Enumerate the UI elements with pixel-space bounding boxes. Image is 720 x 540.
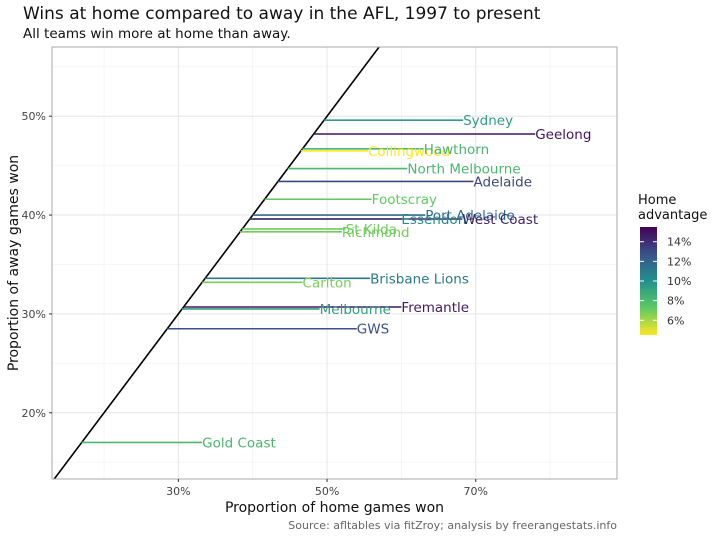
chart-title: Wins at home compared to away in the AFL… — [23, 4, 541, 24]
y-axis-label: Proportion of away games won — [6, 155, 22, 371]
team-label: Footscray — [372, 192, 437, 208]
y-tick-label: 30% — [22, 308, 46, 321]
axes-layer: 30% 50% 70% 20% 30% 40% 50% Proportion of home … — [6, 46, 618, 516]
y-tick-label: 40% — [22, 209, 46, 222]
legend-tick-label: 6% — [667, 314, 684, 327]
x-axis-label: Proportion of home games won — [225, 500, 444, 516]
team-label: Gold Coast — [202, 435, 276, 451]
team-label: North Melbourne — [407, 162, 520, 178]
team-label: Adelaide — [474, 174, 533, 190]
panel-border — [51, 46, 618, 480]
team-label: Hawthorn — [424, 142, 489, 158]
x-tick-label: 50% — [315, 485, 339, 498]
grid-layer — [52, 47, 617, 479]
legend-color-bar — [640, 227, 657, 335]
team-label: Melbourne — [320, 302, 391, 318]
team-label: West Coast — [462, 212, 538, 228]
reference-line-layer — [53, 47, 381, 479]
team-label: Geelong — [535, 127, 591, 143]
segments-layer — [81, 119, 536, 444]
legend-title-line1: Home — [638, 193, 677, 208]
team-label: Carlton — [303, 275, 352, 291]
legend: Home advantage 14% 12% 10% 8% 6% — [638, 193, 718, 347]
x-tick-label: 70% — [464, 485, 488, 498]
team-label: Brisbane Lions — [370, 271, 469, 287]
legend-tick-label: 8% — [667, 295, 684, 308]
chart-caption: Source: afltables via fitZroy; analysis … — [288, 519, 617, 532]
team-label: St Kilda — [346, 222, 397, 238]
team-label: GWS — [357, 322, 389, 338]
team-label: Port Adelaide — [425, 208, 515, 224]
y-tick-label: 20% — [22, 407, 46, 420]
x-tick-label: 30% — [166, 485, 190, 498]
team-label: Richmond — [342, 225, 410, 241]
legend-colorbar: 14% 12% 10% 8% 6% — [640, 227, 691, 335]
legend-tick-label: 10% — [667, 275, 691, 288]
legend-tick-label: 12% — [667, 255, 691, 268]
team-label: Essendon — [401, 212, 466, 228]
chart-subtitle: All teams win more at home than away. — [23, 26, 291, 42]
legend-tick-label: 14% — [667, 236, 691, 249]
team-label: Fremantle — [401, 300, 469, 316]
legend-title-line2: advantage — [638, 208, 708, 223]
team-label: Collingwood — [368, 144, 450, 160]
team-label: Sydney — [463, 113, 513, 129]
equal-wins-line — [53, 47, 381, 479]
y-tick-label: 50% — [22, 110, 46, 123]
